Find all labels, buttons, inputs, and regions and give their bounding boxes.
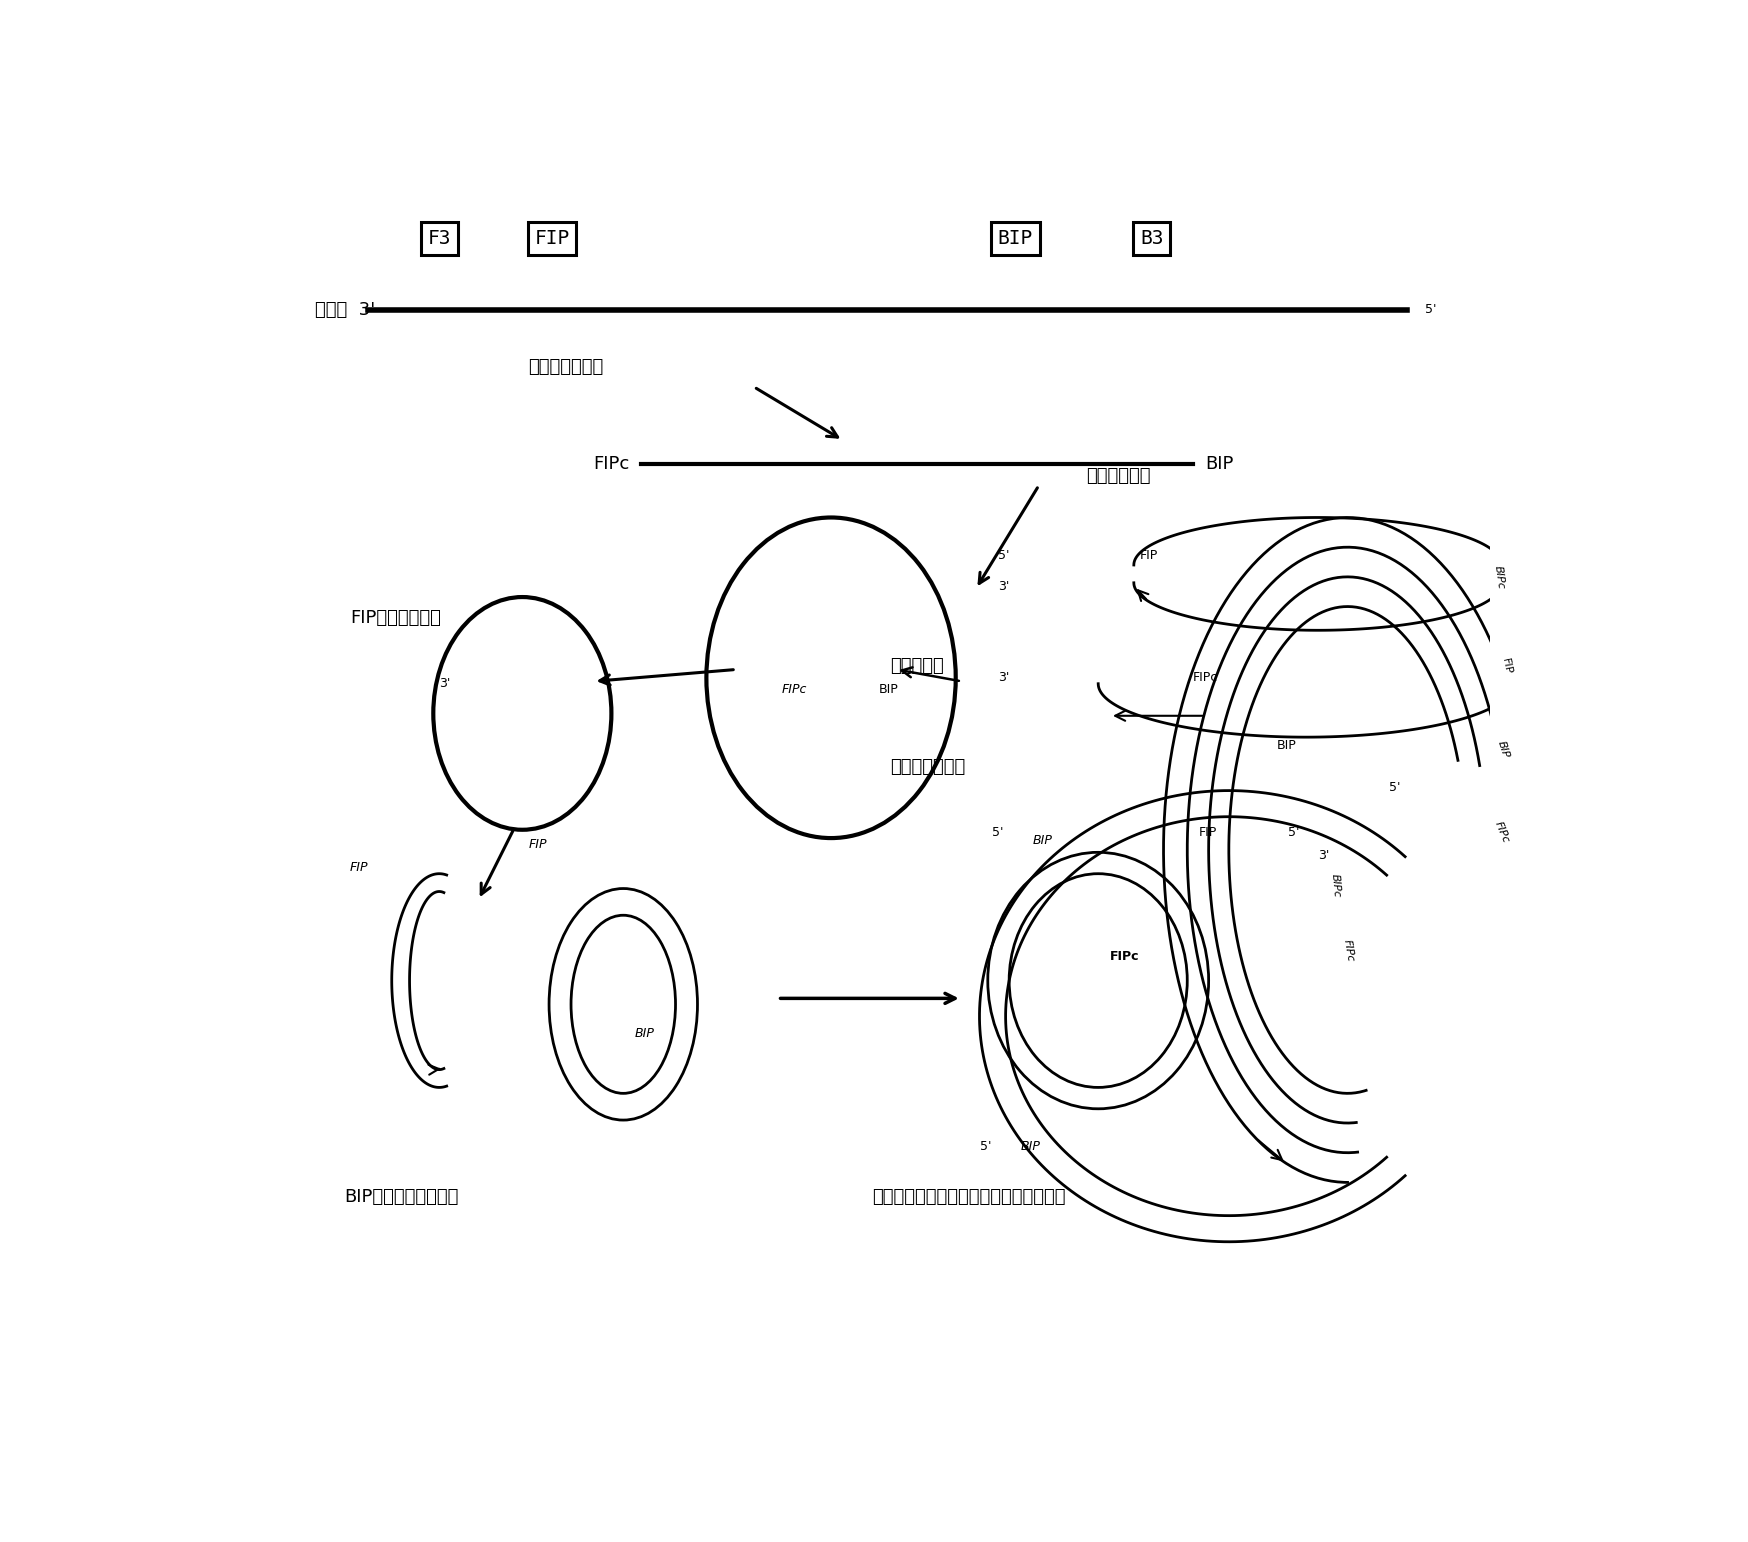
Text: 3': 3' [996,671,1009,685]
Text: BIP: BIP [1021,1140,1040,1153]
Text: FIPc: FIPc [1341,939,1355,962]
Text: BIP引物启动反向扩增: BIP引物启动反向扩增 [344,1187,458,1206]
Text: 靶核酸  3': 靶核酸 3' [315,301,374,319]
Text: 新模板环化: 新模板环化 [890,657,944,675]
Text: FIP: FIP [1199,825,1217,839]
Text: BIP: BIP [877,683,898,695]
Text: 3': 3' [439,677,451,691]
Text: BIP: BIP [1204,455,1232,473]
Text: FIPc: FIPc [1491,820,1510,845]
Text: FIPc: FIPc [781,683,808,695]
Text: FIP: FIP [350,862,367,874]
Text: BIPc: BIPc [1491,564,1505,589]
Text: FIP: FIP [1140,549,1157,561]
Text: BIPc: BIPc [1328,873,1341,897]
Text: FIP: FIP [1498,657,1512,675]
Text: FIPc: FIPc [1110,950,1140,964]
Text: FIPc: FIPc [1192,671,1218,685]
Text: 目标模板被剥离: 目标模板被剥离 [528,358,603,376]
Text: B3: B3 [1140,228,1162,248]
Text: BIP: BIP [1033,834,1052,847]
Text: 目标模板被剥离: 目标模板被剥离 [890,757,965,776]
Text: 3': 3' [996,580,1009,592]
Text: BIP: BIP [635,1027,656,1041]
Text: 5': 5' [991,825,1002,839]
Text: BIP: BIP [1276,739,1295,752]
Text: BIP: BIP [1495,739,1510,759]
Text: 5': 5' [979,1140,991,1153]
Text: FIP引物启动扩增: FIP引物启动扩增 [350,609,440,628]
Text: 5': 5' [1388,780,1400,794]
Text: FIP: FIP [528,837,547,851]
Text: FIP: FIP [535,228,570,248]
Text: 5': 5' [1425,304,1435,316]
Text: 目标模板环化: 目标模板环化 [1086,467,1150,484]
Text: BIP: BIP [996,228,1031,248]
Text: 5': 5' [996,549,1009,561]
Text: FIPc: FIPc [593,455,629,473]
Text: 5': 5' [1288,825,1299,839]
Text: 3': 3' [1316,850,1328,862]
Text: F3: F3 [427,228,451,248]
Text: 启动滚环指数扩增，同时复制出目标模板: 启动滚环指数扩增，同时复制出目标模板 [872,1187,1066,1206]
